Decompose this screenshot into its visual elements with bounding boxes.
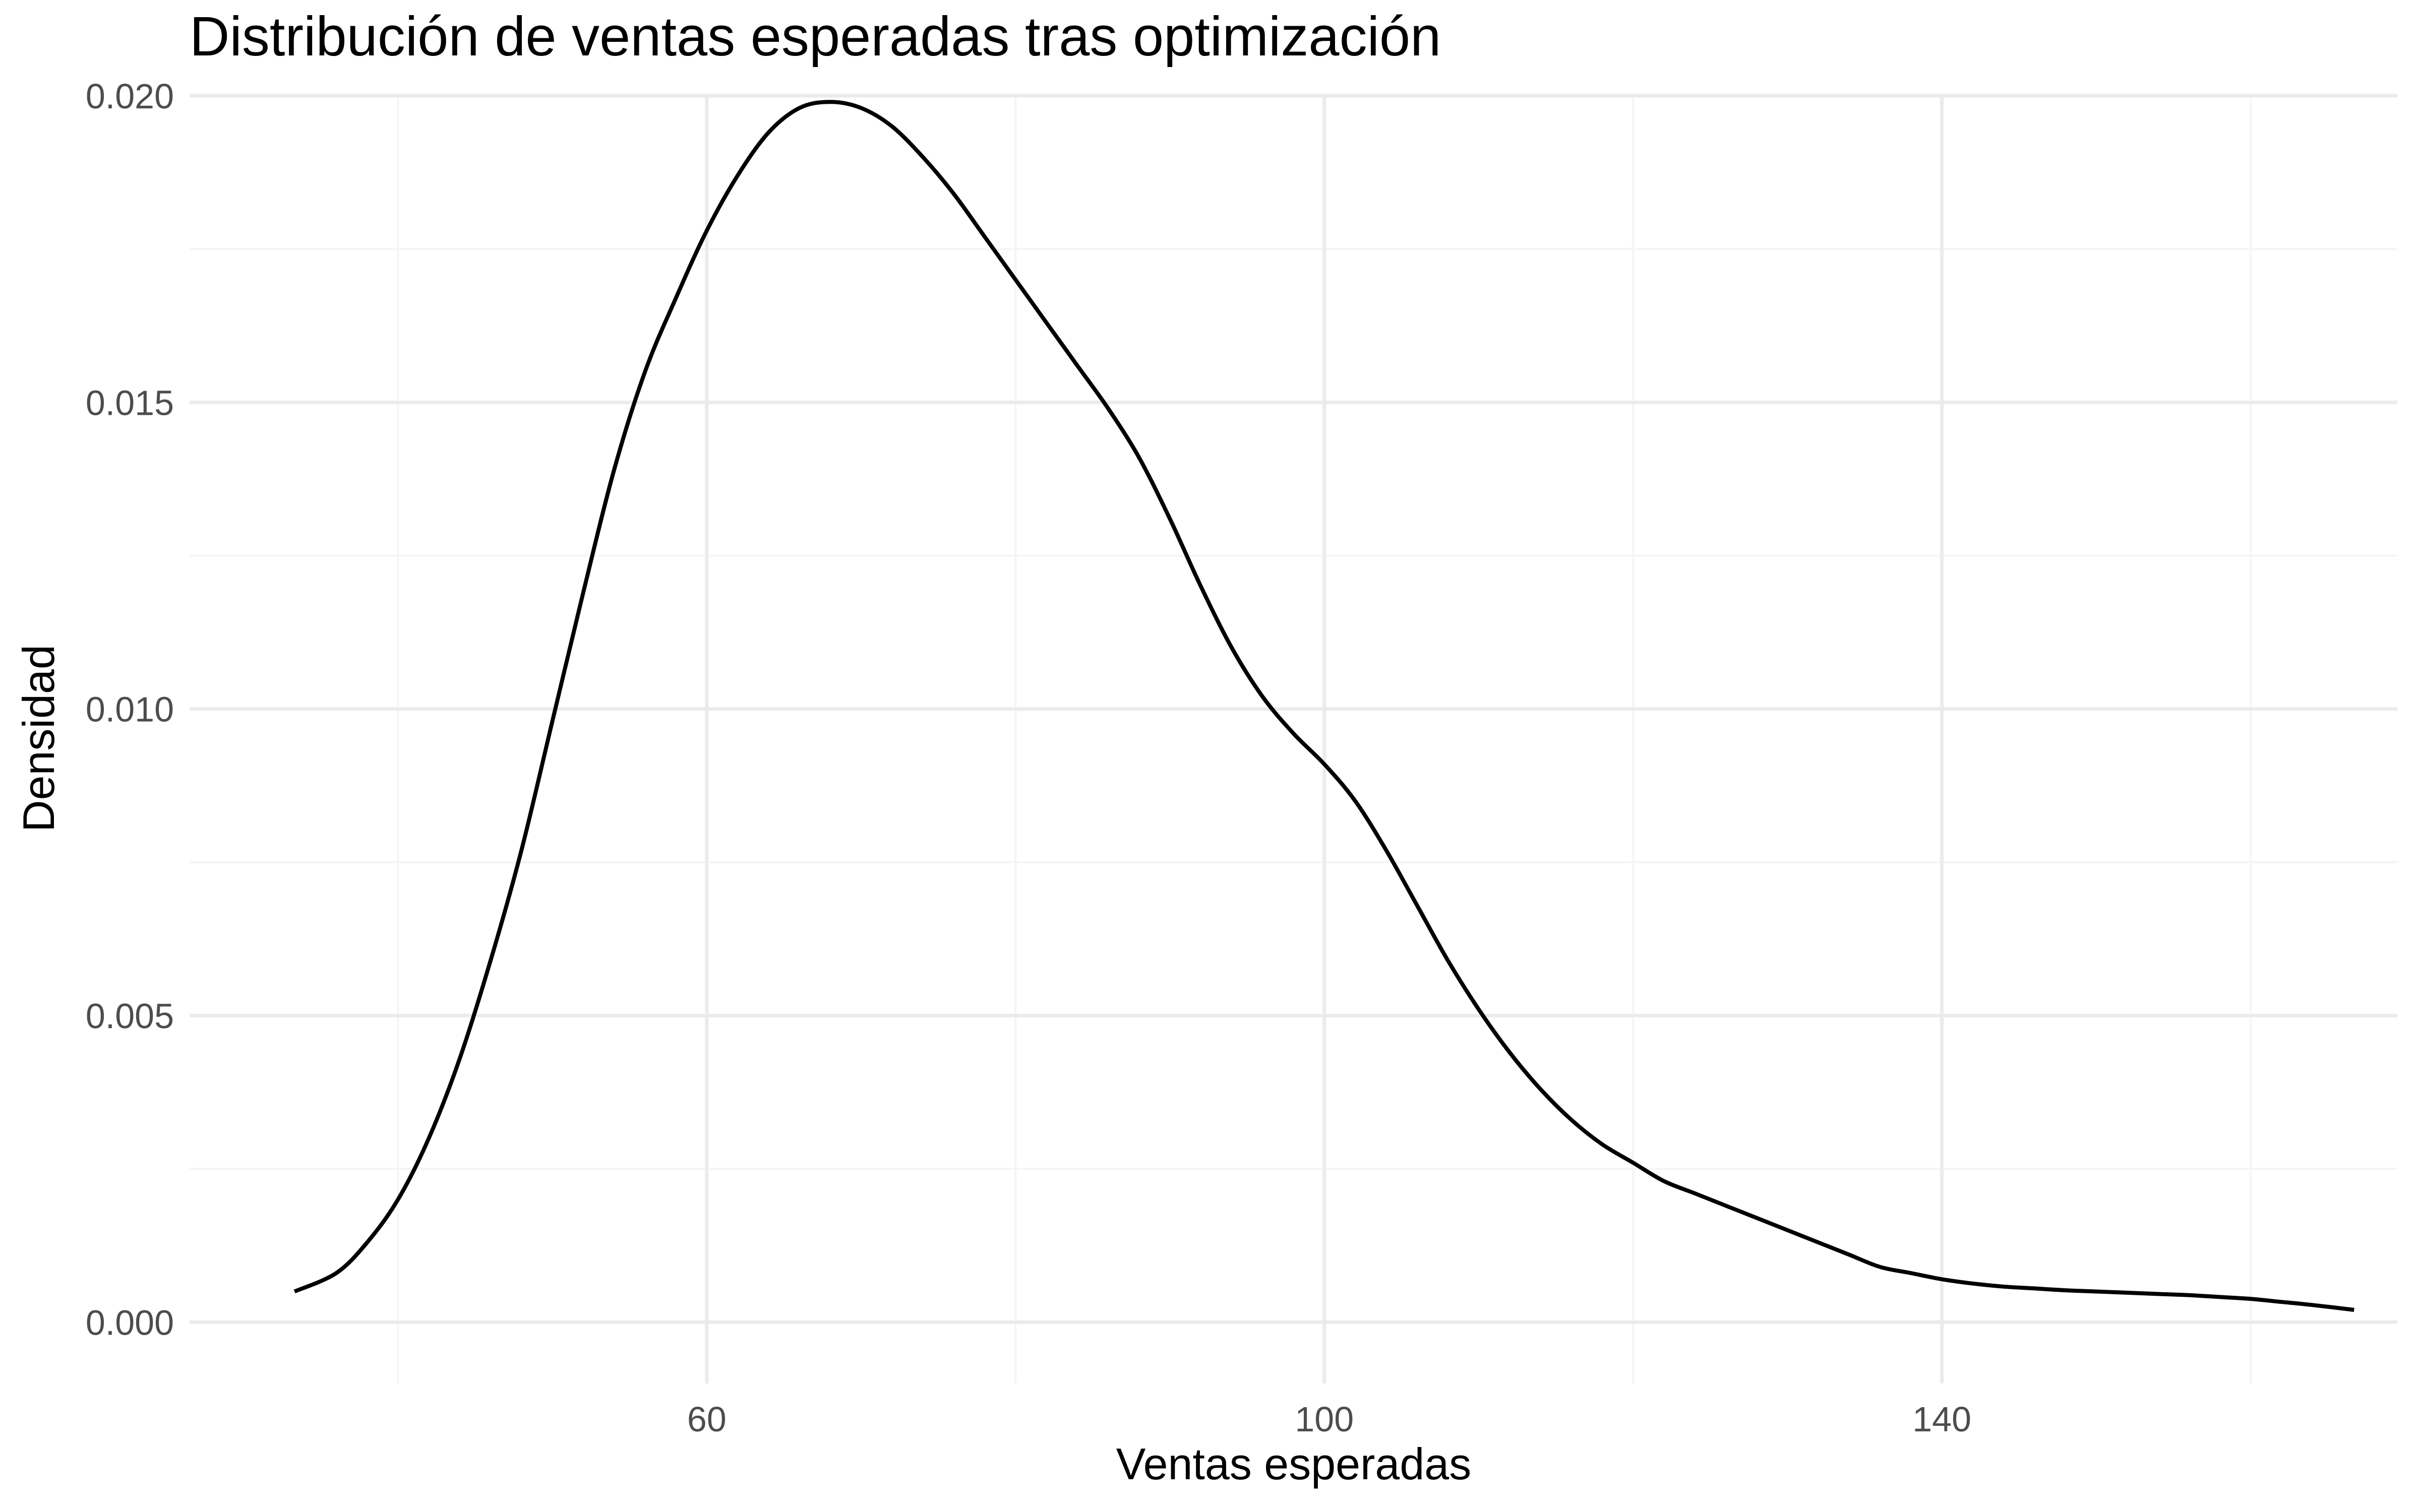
y-tick-label: 0.015 xyxy=(86,383,174,422)
chart-title: Distribución de ventas esperadas tras op… xyxy=(190,6,1441,68)
series-layer xyxy=(293,100,2354,1312)
x-axis-tick-labels: 60 100 140 xyxy=(687,1400,1971,1439)
y-tick-label: 0.005 xyxy=(86,996,174,1036)
minor-gridlines xyxy=(190,96,2397,1383)
y-axis-tick-labels: 0.000 0.005 0.010 0.015 0.020 xyxy=(86,77,174,1342)
y-axis-title: Densidad xyxy=(14,645,64,832)
y-tick-label: 0.010 xyxy=(86,690,174,729)
x-tick-label: 60 xyxy=(687,1400,727,1439)
major-gridlines xyxy=(190,94,2397,1383)
density-curve xyxy=(293,100,2354,1312)
x-tick-label: 140 xyxy=(1912,1400,1971,1439)
x-tick-label: 100 xyxy=(1295,1400,1354,1439)
y-tick-label: 0.000 xyxy=(86,1303,174,1342)
y-tick-label: 0.020 xyxy=(86,77,174,116)
x-axis-title: Ventas esperadas xyxy=(1116,1439,1472,1489)
